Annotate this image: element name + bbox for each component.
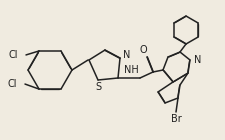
Text: Cl: Cl	[7, 79, 17, 89]
Text: Cl: Cl	[9, 50, 18, 60]
Text: NH: NH	[124, 65, 138, 75]
Text: Br: Br	[171, 114, 181, 124]
Text: N: N	[194, 55, 202, 65]
Text: S: S	[95, 82, 101, 92]
Text: O: O	[139, 45, 147, 55]
Text: N: N	[123, 50, 131, 60]
